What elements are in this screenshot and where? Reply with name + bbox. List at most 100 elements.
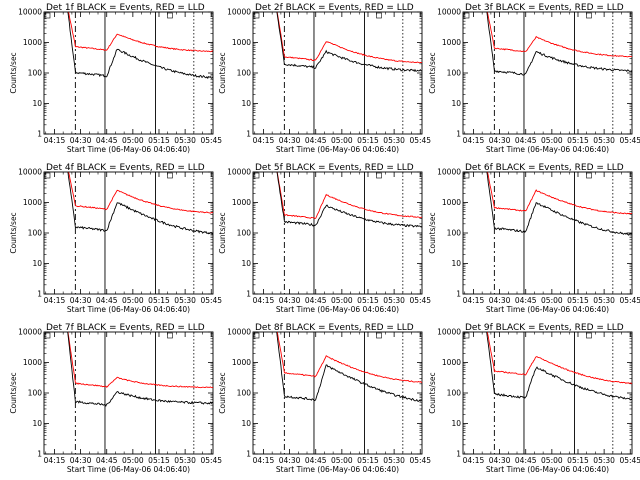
y-tick-label: 10000 xyxy=(437,328,461,337)
x-tick-label: 04:15 xyxy=(44,456,66,465)
lld-curve xyxy=(276,332,422,384)
x-axis-label: Start Time (06-May-06 04:06:40) xyxy=(276,145,399,154)
y-tick-label: 100 xyxy=(237,229,252,238)
y-tick-label: 1000 xyxy=(23,198,42,207)
flag-box xyxy=(253,332,260,339)
y-tick-label: 10 xyxy=(32,259,42,268)
events-curve xyxy=(486,332,632,401)
panel-det-5: Det 5f BLACK = Events, RED = LLD 1 10 100 10… xyxy=(218,163,431,314)
y-tick-label: 10 xyxy=(451,419,461,428)
x-tick-label: 05:00 xyxy=(122,136,144,145)
panel-title: Det 3f BLACK = Events, RED = LLD xyxy=(465,3,624,13)
lld-curve xyxy=(276,12,422,64)
x-axis-label: Start Time (06-May-06 04:06:40) xyxy=(486,465,609,474)
x-tick-label: 05:30 xyxy=(174,296,196,305)
y-tick-label: 1 xyxy=(37,450,42,459)
events-curve xyxy=(276,172,422,228)
y-tick-label: 10000 xyxy=(437,8,461,17)
x-tick-label: 04:30 xyxy=(70,136,92,145)
panel-det-7: Det 7f BLACK = Events, RED = LLD 1 10 100 10… xyxy=(9,323,222,474)
panel-det-4: Det 4f BLACK = Events, RED = LLD 1 10 100 10… xyxy=(9,163,222,314)
events-curve xyxy=(67,12,213,80)
x-tick-label: 05:45 xyxy=(409,136,431,145)
x-tick-label: 04:15 xyxy=(253,456,275,465)
x-tick-label: 05:15 xyxy=(148,456,170,465)
events-curve xyxy=(276,12,422,73)
x-tick-label: 05:00 xyxy=(541,136,563,145)
panel-title: Det 9f BLACK = Events, RED = LLD xyxy=(465,323,624,333)
x-tick-label: 05:15 xyxy=(567,296,589,305)
x-tick-label: 05:30 xyxy=(593,456,615,465)
y-tick-label: 1 xyxy=(456,130,461,139)
panel-title: Det 5f BLACK = Events, RED = LLD xyxy=(255,163,414,173)
x-axis-label: Start Time (06-May-06 04:06:40) xyxy=(67,305,190,314)
y-tick-label: 10 xyxy=(32,99,42,108)
x-axis-label: Start Time (06-May-06 04:06:40) xyxy=(486,305,609,314)
flag-box xyxy=(253,172,260,179)
y-tick-label: 100 xyxy=(447,69,462,78)
y-tick-label: 1000 xyxy=(442,198,461,207)
y-tick-label: 1 xyxy=(246,130,251,139)
flag-box xyxy=(44,172,51,179)
y-tick-label: 1 xyxy=(37,290,42,299)
flag-box xyxy=(253,12,260,19)
x-tick-label: 04:15 xyxy=(44,136,66,145)
y-axis-label: Counts/sec xyxy=(428,212,437,253)
panel-title: Det 8f BLACK = Events, RED = LLD xyxy=(255,323,414,333)
x-tick-label: 05:45 xyxy=(409,296,431,305)
y-tick-label: 10000 xyxy=(18,8,42,17)
x-tick-label: 04:45 xyxy=(96,456,118,465)
flag-box xyxy=(44,332,51,339)
lld-curve xyxy=(486,12,632,58)
x-tick-label: 04:45 xyxy=(96,296,118,305)
x-tick-label: 04:30 xyxy=(70,296,92,305)
plot-frame xyxy=(43,171,214,295)
plot-frame xyxy=(462,171,633,295)
panel-det-9: Det 9f BLACK = Events, RED = LLD 1 10 100 10… xyxy=(428,323,640,474)
plot-frame xyxy=(43,11,214,135)
x-tick-label: 04:30 xyxy=(279,456,301,465)
panel-title: Det 1f BLACK = Events, RED = LLD xyxy=(46,3,205,13)
x-tick-label: 05:45 xyxy=(200,296,222,305)
x-axis-label: Start Time (06-May-06 04:06:40) xyxy=(486,145,609,154)
y-tick-label: 100 xyxy=(28,229,43,238)
x-axis-label: Start Time (06-May-06 04:06:40) xyxy=(276,305,399,314)
y-axis-label: Counts/sec xyxy=(428,372,437,413)
y-tick-label: 1000 xyxy=(442,38,461,47)
panel-title: Det 6f BLACK = Events, RED = LLD xyxy=(465,163,624,173)
x-axis-label: Start Time (06-May-06 04:06:40) xyxy=(276,465,399,474)
y-tick-label: 1000 xyxy=(23,38,42,47)
panel-title: Det 4f BLACK = Events, RED = LLD xyxy=(46,163,205,173)
panel-det-1: Det 1f BLACK = Events, RED = LLD 1 10 100 10… xyxy=(9,3,222,154)
y-tick-label: 10000 xyxy=(227,8,251,17)
x-tick-label: 05:00 xyxy=(122,456,144,465)
lld-curve xyxy=(276,172,422,219)
y-tick-label: 10 xyxy=(451,259,461,268)
x-tick-label: 05:00 xyxy=(331,296,353,305)
x-tick-label: 05:15 xyxy=(357,456,379,465)
panel-det-2: Det 2f BLACK = Events, RED = LLD 1 10 100 10… xyxy=(218,3,431,154)
x-axis-label: Start Time (06-May-06 04:06:40) xyxy=(67,145,190,154)
x-tick-label: 05:45 xyxy=(619,136,640,145)
lld-curve xyxy=(67,332,213,389)
y-tick-label: 10 xyxy=(241,99,251,108)
flag-box xyxy=(167,332,173,339)
x-tick-label: 04:45 xyxy=(515,296,537,305)
y-axis-label: Counts/sec xyxy=(428,52,437,93)
events-curve xyxy=(486,12,632,76)
flag-box xyxy=(463,332,470,339)
x-tick-label: 04:45 xyxy=(305,136,327,145)
y-tick-label: 100 xyxy=(447,389,462,398)
y-axis-label: Counts/sec xyxy=(9,52,18,93)
x-tick-label: 04:15 xyxy=(463,136,485,145)
flag-box xyxy=(44,12,51,19)
x-tick-label: 05:15 xyxy=(567,456,589,465)
y-axis-label: Counts/sec xyxy=(218,212,227,253)
plot-frame xyxy=(462,331,633,455)
flag-box xyxy=(376,332,382,339)
y-axis-label: Counts/sec xyxy=(9,372,18,413)
plot-frame xyxy=(252,171,423,295)
x-tick-label: 04:45 xyxy=(515,456,537,465)
y-tick-label: 100 xyxy=(237,69,252,78)
